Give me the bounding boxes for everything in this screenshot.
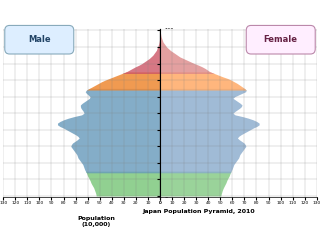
FancyBboxPatch shape xyxy=(246,25,315,54)
Text: Japan Population Pyramid, 2010: Japan Population Pyramid, 2010 xyxy=(142,209,255,214)
Text: Male: Male xyxy=(28,35,51,44)
Text: Female: Female xyxy=(264,35,298,44)
FancyBboxPatch shape xyxy=(5,25,74,54)
Text: Population
(10,000): Population (10,000) xyxy=(77,216,115,227)
